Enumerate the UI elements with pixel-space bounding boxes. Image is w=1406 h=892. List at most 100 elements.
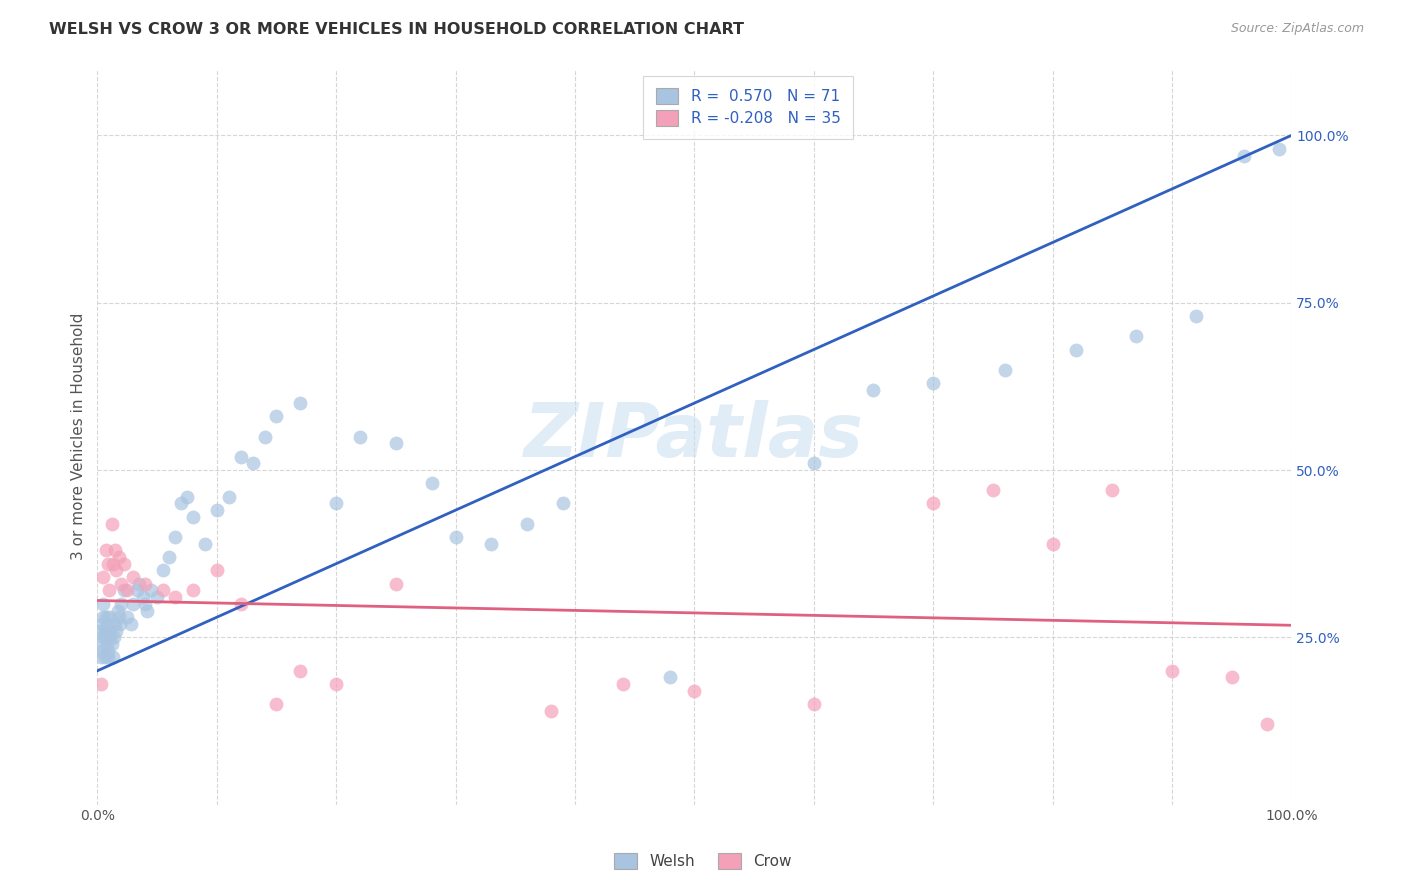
Point — [1220, 671, 1243, 685]
Point — [105, 563, 128, 577]
Point — [136, 603, 159, 617]
Text: WELSH VS CROW 3 OR MORE VEHICLES IN HOUSEHOLD CORRELATION CHART: WELSH VS CROW 3 OR MORE VEHICLES IN HOUS… — [49, 22, 744, 37]
Point — [1101, 483, 1123, 497]
Point — [110, 576, 132, 591]
Point — [1268, 142, 1291, 156]
Point — [194, 536, 217, 550]
Point — [176, 490, 198, 504]
Point — [93, 650, 115, 665]
Point — [444, 530, 467, 544]
Point — [98, 624, 121, 638]
Point — [108, 549, 131, 564]
Point — [803, 456, 825, 470]
Point — [659, 671, 682, 685]
Legend: Welsh, Crow: Welsh, Crow — [609, 847, 797, 875]
Point — [1042, 536, 1064, 550]
Point — [100, 637, 122, 651]
Point — [110, 597, 132, 611]
Point — [181, 509, 204, 524]
Point — [103, 630, 125, 644]
Point — [290, 396, 312, 410]
Point — [94, 543, 117, 558]
Point — [91, 630, 114, 644]
Point — [93, 624, 115, 638]
Point — [170, 496, 193, 510]
Point — [115, 583, 138, 598]
Point — [385, 576, 408, 591]
Point — [385, 436, 408, 450]
Point — [104, 543, 127, 558]
Point — [107, 603, 129, 617]
Point — [139, 583, 162, 598]
Point — [112, 557, 135, 571]
Point — [683, 684, 706, 698]
Point — [325, 677, 347, 691]
Point — [205, 503, 228, 517]
Point — [122, 597, 145, 611]
Point — [540, 704, 562, 718]
Point — [146, 590, 169, 604]
Text: Source: ZipAtlas.com: Source: ZipAtlas.com — [1230, 22, 1364, 36]
Point — [89, 624, 111, 638]
Text: ZIPatlas: ZIPatlas — [524, 401, 865, 473]
Point — [1185, 309, 1208, 323]
Point — [90, 637, 112, 651]
Point — [229, 450, 252, 464]
Point — [96, 616, 118, 631]
Y-axis label: 3 or more Vehicles in Household: 3 or more Vehicles in Household — [72, 313, 86, 560]
Point — [90, 650, 112, 665]
Point — [122, 570, 145, 584]
Point — [100, 630, 122, 644]
Point — [253, 429, 276, 443]
Point — [1125, 329, 1147, 343]
Point — [551, 496, 574, 510]
Point — [105, 624, 128, 638]
Point — [1256, 717, 1278, 731]
Point — [152, 563, 174, 577]
Point — [91, 610, 114, 624]
Point — [90, 677, 112, 691]
Point — [420, 476, 443, 491]
Point — [266, 698, 288, 712]
Point — [101, 650, 124, 665]
Point — [922, 376, 945, 390]
Point — [104, 616, 127, 631]
Point — [1232, 148, 1254, 162]
Point — [181, 583, 204, 598]
Point — [120, 616, 142, 631]
Point — [479, 536, 502, 550]
Point — [981, 483, 1004, 497]
Point — [803, 698, 825, 712]
Point — [115, 610, 138, 624]
Point — [91, 643, 114, 657]
Point — [98, 583, 121, 598]
Point — [242, 456, 264, 470]
Point — [349, 429, 371, 443]
Point — [94, 630, 117, 644]
Point — [922, 496, 945, 510]
Point — [152, 583, 174, 598]
Point — [163, 530, 186, 544]
Point — [125, 583, 148, 598]
Point — [97, 650, 120, 665]
Point — [108, 610, 131, 624]
Point — [97, 557, 120, 571]
Point — [862, 383, 884, 397]
Point — [163, 590, 186, 604]
Point — [157, 549, 180, 564]
Point — [96, 637, 118, 651]
Point — [94, 610, 117, 624]
Point — [112, 583, 135, 598]
Point — [325, 496, 347, 510]
Point — [91, 597, 114, 611]
Legend: R =  0.570   N = 71, R = -0.208   N = 35: R = 0.570 N = 71, R = -0.208 N = 35 — [644, 76, 853, 138]
Point — [229, 597, 252, 611]
Point — [134, 576, 156, 591]
Point — [97, 643, 120, 657]
Point — [91, 616, 114, 631]
Point — [218, 490, 240, 504]
Point — [100, 516, 122, 531]
Point — [134, 597, 156, 611]
Point — [98, 610, 121, 624]
Point — [290, 664, 312, 678]
